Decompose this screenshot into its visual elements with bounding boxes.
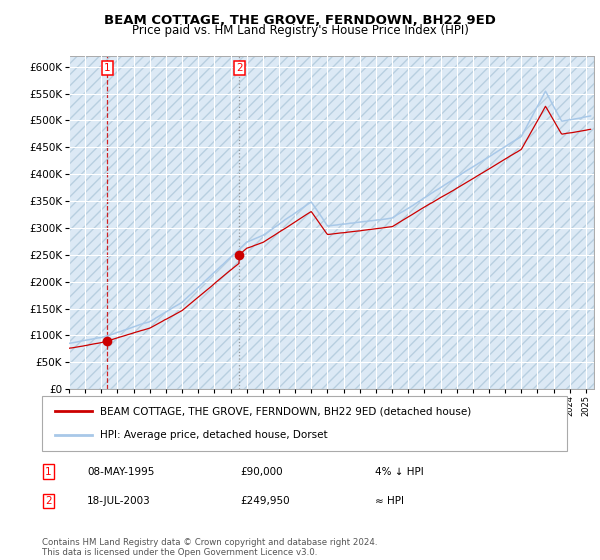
Text: 4% ↓ HPI: 4% ↓ HPI	[375, 466, 424, 477]
Text: £249,950: £249,950	[240, 496, 290, 506]
Text: HPI: Average price, detached house, Dorset: HPI: Average price, detached house, Dors…	[100, 431, 328, 440]
Text: ≈ HPI: ≈ HPI	[375, 496, 404, 506]
Text: BEAM COTTAGE, THE GROVE, FERNDOWN, BH22 9ED: BEAM COTTAGE, THE GROVE, FERNDOWN, BH22 …	[104, 14, 496, 27]
Text: 1: 1	[45, 466, 52, 477]
Text: 2: 2	[45, 496, 52, 506]
Text: BEAM COTTAGE, THE GROVE, FERNDOWN, BH22 9ED (detached house): BEAM COTTAGE, THE GROVE, FERNDOWN, BH22 …	[100, 407, 471, 416]
Text: 1: 1	[104, 63, 110, 73]
FancyBboxPatch shape	[42, 396, 567, 451]
Text: 2: 2	[236, 63, 243, 73]
Text: £90,000: £90,000	[240, 466, 283, 477]
Text: 08-MAY-1995: 08-MAY-1995	[87, 466, 154, 477]
Text: Contains HM Land Registry data © Crown copyright and database right 2024.
This d: Contains HM Land Registry data © Crown c…	[42, 538, 377, 557]
Text: Price paid vs. HM Land Registry's House Price Index (HPI): Price paid vs. HM Land Registry's House …	[131, 24, 469, 37]
Text: 18-JUL-2003: 18-JUL-2003	[87, 496, 151, 506]
